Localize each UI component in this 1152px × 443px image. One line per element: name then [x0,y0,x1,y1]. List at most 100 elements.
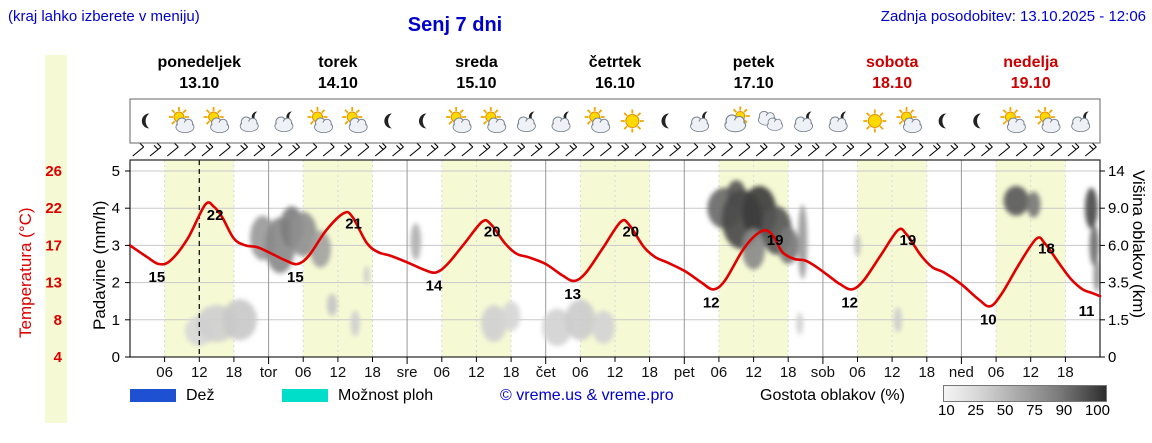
x-hour-label: 18 [226,364,243,381]
cloud-tick-label: 1.5 [1108,312,1129,329]
weather-icon-moon [384,113,392,129]
temperature-curve [128,201,1102,308]
day-header-wednesday[interactable]: sreda 15.10 [407,52,546,94]
rain-legend-swatch [130,389,176,402]
weather-icon-clouds [757,110,783,131]
cloud-tick-label: 14 [1108,163,1125,180]
x-day-abbrev: pet [674,364,696,381]
cloud-tick-label: 3.5 [1108,275,1129,292]
day-name: sobota [865,54,919,71]
x-hour-label: 12 [607,364,624,381]
weather-icon-cloud-moon [516,111,536,132]
density-tick: 50 [996,402,1014,419]
x-hour-label: 06 [433,364,450,381]
x-hour-label: 18 [641,364,658,381]
last-update-text: Zadnja posodobitev: 13.10.2025 - 12:06 [880,8,1146,25]
temp-extreme-label: 15 [149,269,166,286]
weather-icon-sun-cloud [896,107,922,133]
density-tick: 100 [1084,402,1110,419]
x-hour-label: 06 [572,364,589,381]
cloud-density-ticks: 10 25 50 75 90 100 [938,402,1110,419]
density-tick: 90 [1055,402,1073,419]
weather-icon-cloud-moon [274,111,294,132]
day-date: 15.10 [456,75,497,92]
wind-barbs [132,142,1097,157]
density-tick: 10 [938,402,955,419]
day-name: torek [318,54,358,71]
weather-icon-moon [418,113,427,129]
x-hour-label: 12 [884,364,901,381]
weather-icon-cloud-moon [690,111,710,132]
precip-tick-label: 5 [112,163,120,180]
density-tick: 75 [1026,402,1043,419]
location-menu-hint[interactable]: (kraj lahko izberete v meniju) [8,8,200,25]
precip-tick-label: 1 [112,312,120,329]
weather-icon-cloud-sun [724,106,750,133]
temp-extreme-label: 11 [1079,303,1095,320]
density-tick: 25 [967,402,985,419]
weather-icon-cloud-moon [828,111,848,132]
cloud-tick-label: 9.0 [1108,200,1129,217]
showers-legend-swatch [282,389,328,402]
weather-icon-sun-cloud [307,107,334,133]
day-header-sunday[interactable]: nedelja 19.10 [961,52,1100,94]
day-header-saturday[interactable]: sobota 18.10 [823,52,962,94]
x-day-abbrev: ned [949,364,974,381]
cloud-cover-blobs [184,180,1100,346]
temp-extreme-label: 18 [1038,241,1055,258]
weather-icon-sun [863,109,887,133]
day-header-thursday[interactable]: četrtek 16.10 [546,52,685,94]
x-hour-label: 18 [364,364,381,381]
day-name: ponedeljek [157,54,242,71]
day-name: petek [732,54,775,71]
x-hour-label: 12 [330,364,347,381]
left-accent-strip [45,55,67,423]
day-name: četrtek [588,54,642,71]
x-hour-label: 12 [745,364,762,381]
weather-icon-cloud-moon [794,111,814,132]
temp-extreme-label: 20 [622,224,639,241]
weather-icon-cloud-moon [1071,111,1091,132]
copyright-link[interactable]: © vreme.us & vreme.pro [500,387,674,404]
precip-tick-label: 0 [112,349,120,366]
weather-icon-sun-cloud [480,107,507,133]
x-hour-label: 06 [988,364,1005,381]
day-header-row: ponedeljek 13.10 torek 14.10 sreda 15.10… [130,52,1100,94]
temp-extreme-label: 12 [841,294,858,311]
weather-icon-sun [620,109,644,133]
weather-icon-moon [938,113,947,129]
page-title: Senj 7 dni [407,14,503,36]
x-hour-label: 12 [1022,364,1039,381]
x-hour-label: 06 [849,364,866,381]
weather-icon-moon [973,113,981,129]
x-hour-label: 06 [156,364,173,381]
x-hour-label: 18 [1057,364,1074,381]
day-date: 14.10 [317,75,358,92]
weather-icon-sun-cloud [342,107,368,133]
temp-extreme-label: 14 [426,278,443,295]
day-header-tuesday[interactable]: torek 14.10 [269,52,408,94]
day-header-friday[interactable]: petek 17.10 [684,52,823,94]
weather-icon-moon [141,113,150,129]
cloud-tick-label: 0 [1108,349,1116,366]
temp-extreme-label: 12 [703,294,720,311]
day-date: 17.10 [733,75,774,92]
temp-tick-label: 26 [45,163,62,180]
day-date: 16.10 [595,75,636,92]
temp-extreme-label: 13 [564,286,581,303]
x-day-abbrev: sre [397,364,418,381]
temp-tick-label: 17 [45,237,62,254]
weather-icon-sun-cloud [1000,107,1026,133]
day-header-monday[interactable]: ponedeljek 13.10 [130,52,269,94]
temp-extreme-label: 20 [484,224,501,241]
temp-tick-label: 13 [45,275,62,292]
day-date: 13.10 [179,75,220,92]
x-hour-label: 06 [711,364,728,381]
precip-tick-label: 3 [112,237,120,254]
rain-legend-label: Dež [186,387,215,404]
cloud-tick-label: 6.0 [1108,237,1129,254]
weather-icon-cloud-moon [551,111,571,132]
x-day-abbrev: tor [260,364,278,381]
temp-tick-label: 8 [54,312,62,329]
